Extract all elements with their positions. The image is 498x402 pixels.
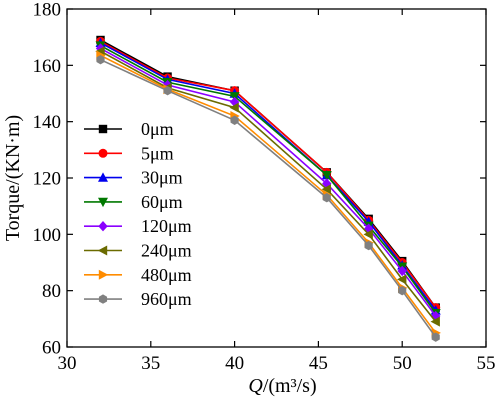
legend-marker [98,197,108,208]
legend-marker [98,172,108,182]
x-tick-label: 55 [477,353,496,374]
data-point [96,55,105,65]
y-tick-label: 180 [33,0,62,21]
legend-marker [98,294,108,304]
legend-marker [98,221,108,232]
x-axis-title-unit: /(m³/s) [263,375,317,397]
y-tick-label: 160 [33,56,62,77]
data-point [364,240,373,251]
legend-entry-120μm: 120μm [84,216,192,236]
x-tick-label: 50 [393,353,412,374]
data-point [162,79,173,91]
data-point [229,102,239,113]
x-tick-label: 35 [141,353,160,374]
data-point [163,85,172,96]
legend-label: 240μm [141,241,192,261]
data-point [431,332,440,342]
data-point [397,274,407,285]
y-tick-label: 80 [42,281,61,302]
legend-entry-240μm: 240μm [84,241,192,261]
legend-label: 120μm [141,216,192,236]
legend-label: 5μm [141,143,174,163]
legend-label: 0μm [141,119,174,139]
y-tick-label: 140 [33,112,62,133]
legend-entry-60μm: 60μm [84,192,183,212]
data-point [322,193,331,203]
y-tick-label: 60 [42,338,61,359]
x-tick-label: 40 [225,353,244,374]
data-point [321,170,332,181]
legend-marker [98,148,108,158]
data-point [430,316,440,327]
data-point [363,229,373,240]
plot-area [95,35,441,342]
series-960μm [96,55,440,342]
x-tick-label: 45 [309,353,328,374]
data-point [397,265,407,277]
legend-entry-480μm: 480μm [84,265,192,285]
legend-entry-0μm: 0μm [84,119,174,139]
x-axis-title-symbol: Q [248,375,263,397]
data-point [321,184,331,195]
y-tick-label: 100 [33,225,62,246]
legend-entry-960μm: 960μm [84,289,192,309]
legend-marker [98,124,108,134]
legend-label: 60μm [141,192,183,212]
legend-entry-30μm: 30μm [84,168,183,188]
legend-label: 480μm [141,265,192,285]
y-tick-label: 120 [33,169,62,190]
data-point [230,115,239,125]
data-point [322,178,332,189]
legend-label: 30μm [141,168,183,188]
legend-entry-5μm: 5μm [84,143,174,163]
data-point [398,285,407,296]
y-axis-title: Torque/(KN·m) [2,115,24,241]
axes: 30 35 40 45 50 55 60 80 100 120 140 160 180 [33,0,496,374]
legend-marker [97,245,108,256]
x-axis-title: Q/(m³/s) [248,375,316,397]
legend-marker [98,269,109,280]
legend: 0μm 5μm 30μm 60μm 120μm 240μm 480μm 960μm [84,119,192,309]
legend-label: 960μm [141,289,192,309]
x-tick-label: 30 [58,353,77,374]
